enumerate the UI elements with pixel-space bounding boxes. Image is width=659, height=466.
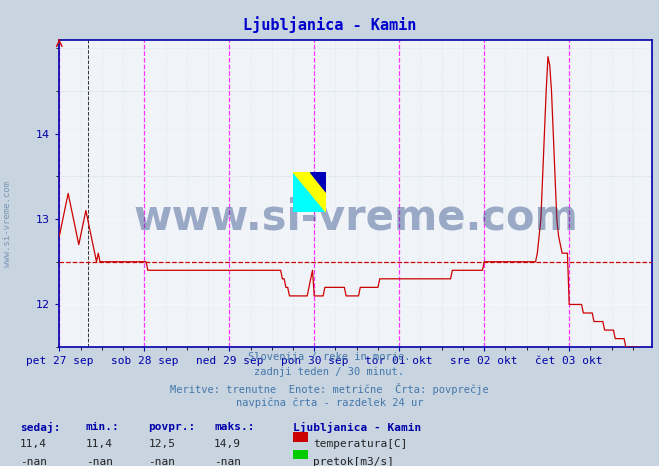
Polygon shape [293, 172, 326, 212]
Text: povpr.:: povpr.: [148, 422, 196, 432]
Text: 12,5: 12,5 [148, 439, 175, 449]
Text: -nan: -nan [214, 457, 241, 466]
Text: navpična črta - razdelek 24 ur: navpična črta - razdelek 24 ur [236, 398, 423, 409]
Text: www.si-vreme.com: www.si-vreme.com [133, 197, 579, 239]
Text: zadnji teden / 30 minut.: zadnji teden / 30 minut. [254, 367, 405, 377]
Text: 11,4: 11,4 [20, 439, 47, 449]
Text: -nan: -nan [86, 457, 113, 466]
Text: min.:: min.: [86, 422, 119, 432]
Text: pretok[m3/s]: pretok[m3/s] [313, 457, 394, 466]
Text: -nan: -nan [20, 457, 47, 466]
Text: Ljubljanica - Kamin: Ljubljanica - Kamin [293, 422, 422, 433]
Text: 14,9: 14,9 [214, 439, 241, 449]
Text: sedaj:: sedaj: [20, 422, 60, 433]
Text: Ljubljanica - Kamin: Ljubljanica - Kamin [243, 16, 416, 33]
Polygon shape [293, 172, 326, 212]
Polygon shape [310, 172, 326, 192]
Text: Slovenija / reke in morje.: Slovenija / reke in morje. [248, 352, 411, 362]
Text: 11,4: 11,4 [86, 439, 113, 449]
Text: Meritve: trenutne  Enote: metrične  Črta: povprečje: Meritve: trenutne Enote: metrične Črta: … [170, 383, 489, 395]
Text: www.si-vreme.com: www.si-vreme.com [3, 181, 13, 267]
Text: -nan: -nan [148, 457, 175, 466]
Text: maks.:: maks.: [214, 422, 254, 432]
Text: temperatura[C]: temperatura[C] [313, 439, 407, 449]
